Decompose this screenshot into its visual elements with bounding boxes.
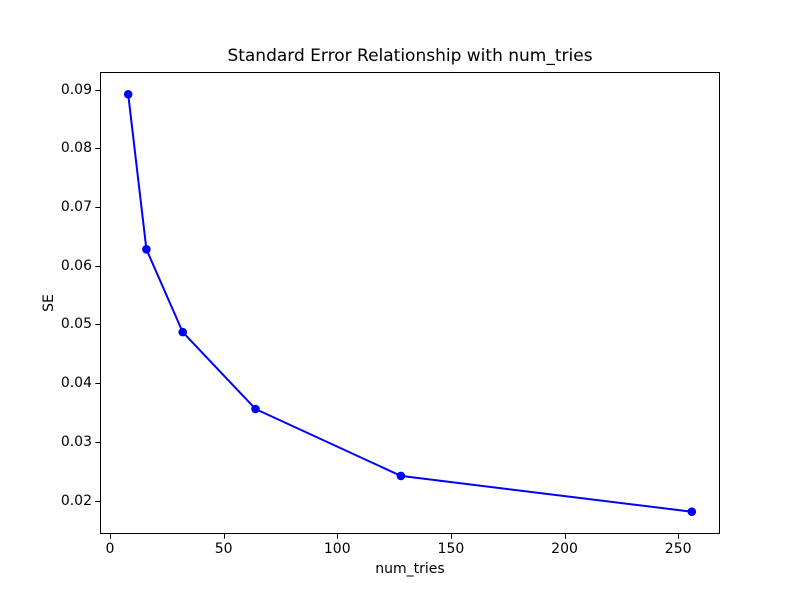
x-tick-label: 50 (214, 541, 233, 557)
data-point (123, 90, 133, 99)
x-tick-label: 100 (323, 541, 351, 557)
y-tick-label: 0.05 (60, 316, 92, 333)
y-tick-label: 0.08 (60, 140, 92, 157)
y-tick-label: 0.04 (60, 375, 92, 392)
chart-title: Standard Error Relationship with num_tri… (227, 46, 593, 66)
data-point (178, 327, 187, 337)
data-point (687, 507, 697, 516)
y-tick-label: 0.07 (60, 199, 92, 216)
x-tick-label: 250 (664, 541, 692, 557)
x-tick-label: 200 (551, 541, 578, 557)
data-point (251, 404, 260, 414)
y-tick-label: 0.02 (60, 492, 92, 509)
data-point (142, 245, 151, 254)
y-tick-label: 0.09 (60, 81, 92, 98)
y-tick-label: 0.03 (60, 433, 92, 450)
x-tick-label: 150 (437, 541, 465, 557)
x-axis-label: num_tries (375, 561, 445, 577)
axes-spines (100, 72, 720, 534)
y-axis-label: SE (41, 294, 57, 312)
x-tick-label: 0 (105, 541, 115, 557)
y-tick-label: 0.06 (60, 257, 92, 274)
data-series-line (127, 94, 692, 513)
data-point (396, 471, 406, 481)
